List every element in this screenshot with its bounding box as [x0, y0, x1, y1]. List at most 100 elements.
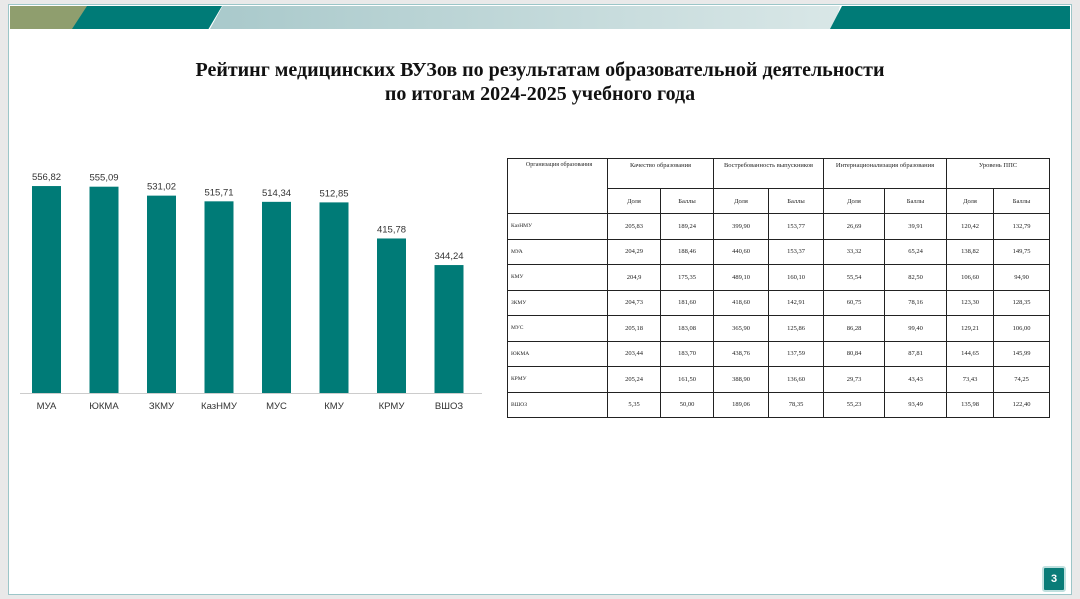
category-label: ЗКМУ	[149, 401, 175, 412]
value-cell: 203,44	[607, 340, 661, 367]
subheader: Баллы	[768, 188, 824, 214]
value-cell: 438,76	[713, 340, 769, 367]
subheader: Доля	[607, 188, 661, 214]
table-row: ЮКМА 203,44 183,70 438,76 137,59 80,84 87,81 14…	[507, 340, 1050, 367]
title-line-2: по итогам 2024-2025 учебного года	[384, 83, 696, 105]
bar	[377, 238, 406, 393]
data-label: 415,78	[377, 224, 406, 235]
value-cell: 161,50	[660, 366, 714, 393]
value-cell: 43,43	[884, 366, 947, 393]
value-cell: 120,42	[946, 213, 994, 240]
subheader: Доля	[823, 188, 885, 214]
value-cell: 87,81	[884, 340, 947, 367]
value-cell: 145,99	[993, 340, 1050, 367]
data-label: 344,24	[434, 251, 463, 262]
value-cell: 160,10	[768, 264, 824, 291]
header-banner	[10, 6, 1070, 29]
value-cell: 138,82	[946, 238, 994, 265]
value-cell: 189,06	[713, 391, 769, 418]
banner-stripe	[10, 6, 90, 29]
value-cell: 188,46	[660, 238, 714, 265]
table-subheader-row: Доля Баллы Доля Баллы Доля Баллы Доля Баллы	[508, 188, 1050, 214]
value-cell: 205,24	[607, 366, 661, 393]
table-row: ЗКМУ 204,73 181,60 418,60 142,91 60,75 78,16 12…	[507, 289, 1050, 316]
value-cell: 149,75	[993, 238, 1050, 265]
table-row: МУС 205,18 183,08 365,90 125,86 86,28 99,40 129…	[507, 315, 1050, 342]
bar	[32, 186, 61, 393]
value-cell: 183,08	[660, 315, 714, 342]
value-cell: 125,86	[768, 315, 824, 342]
value-cell: 132,79	[993, 213, 1050, 240]
value-cell: 93,49	[884, 391, 947, 418]
value-cell: 440,60	[713, 238, 769, 265]
value-cell: 65,24	[884, 238, 947, 265]
category-label: КРМУ	[379, 401, 406, 412]
value-cell: 55,23	[823, 391, 885, 418]
category-label: МУА	[37, 401, 57, 412]
bar	[434, 265, 464, 393]
table-header-row: Организация образования Качество образова…	[507, 158, 1050, 214]
value-cell: 129,21	[946, 315, 994, 342]
bar	[89, 186, 119, 393]
value-cell: 55,54	[823, 264, 885, 291]
banner-stripe	[210, 6, 840, 29]
value-cell: 153,77	[768, 213, 824, 240]
value-cell: 489,10	[713, 264, 769, 291]
value-cell: 82,50	[884, 264, 947, 291]
value-cell: 142,91	[768, 289, 824, 316]
value-cell: 153,37	[768, 238, 824, 265]
value-cell: 106,00	[993, 315, 1050, 342]
data-label: 514,34	[262, 188, 291, 199]
value-cell: 50,00	[660, 391, 714, 418]
value-cell: 78,16	[884, 289, 947, 316]
org-cell: ЮКМА	[507, 340, 608, 367]
value-cell: 399,90	[713, 213, 769, 240]
value-cell: 204,9	[607, 264, 661, 291]
value-cell: 99,40	[884, 315, 947, 342]
value-cell: 123,30	[946, 289, 994, 316]
group-header: Интернационализация образования	[823, 158, 947, 189]
data-label: 556,82	[32, 172, 61, 183]
org-cell: МУА	[507, 238, 608, 265]
value-cell: 205,83	[607, 213, 661, 240]
value-cell: 33,32	[823, 238, 885, 265]
value-cell: 128,35	[993, 289, 1050, 316]
value-cell: 39,91	[884, 213, 947, 240]
table-row: ВШОЗ 5,35 50,00 189,06 78,35 55,23 93,49 135,98…	[507, 391, 1050, 418]
value-cell: 80,84	[823, 340, 885, 367]
group-header: Уровень ППС	[946, 158, 1050, 189]
category-label: ЮКМА	[89, 401, 119, 412]
data-label: 531,02	[147, 182, 176, 193]
rating-table: Организация образования Качество образова…	[507, 158, 1050, 418]
value-cell: 144,65	[946, 340, 994, 367]
value-cell: 183,70	[660, 340, 714, 367]
value-cell: 136,60	[768, 366, 824, 393]
value-cell: 204,73	[607, 289, 661, 316]
category-label: КазНМУ	[201, 401, 238, 412]
value-cell: 175,35	[660, 264, 714, 291]
org-cell: ВШОЗ	[507, 391, 608, 418]
table-row: КМУ 204,9 175,35 489,10 160,10 55,54 82,50 106,…	[507, 264, 1050, 291]
org-cell: КМУ	[507, 264, 608, 291]
value-cell: 137,59	[768, 340, 824, 367]
bar	[319, 202, 349, 393]
data-label: 555,09	[89, 173, 118, 184]
subheader: Баллы	[660, 188, 714, 214]
value-cell: 365,90	[713, 315, 769, 342]
value-cell: 94,90	[993, 264, 1050, 291]
value-cell: 106,60	[946, 264, 994, 291]
subheader: Доля	[713, 188, 769, 214]
value-cell: 5,35	[607, 391, 661, 418]
subheader: Баллы	[884, 188, 947, 214]
group-header: Востребованность выпускников	[713, 158, 824, 189]
value-cell: 205,18	[607, 315, 661, 342]
bar	[147, 195, 176, 393]
table-row: КРМУ 205,24 161,50 388,90 136,60 29,73 43,43 73…	[507, 366, 1050, 393]
page-number-badge: 3	[1042, 566, 1066, 592]
value-cell: 418,60	[713, 289, 769, 316]
org-cell: МУС	[507, 315, 608, 342]
org-header: Организация образования	[507, 158, 608, 214]
bar	[262, 201, 291, 393]
value-cell: 388,90	[713, 366, 769, 393]
value-cell: 73,43	[946, 366, 994, 393]
